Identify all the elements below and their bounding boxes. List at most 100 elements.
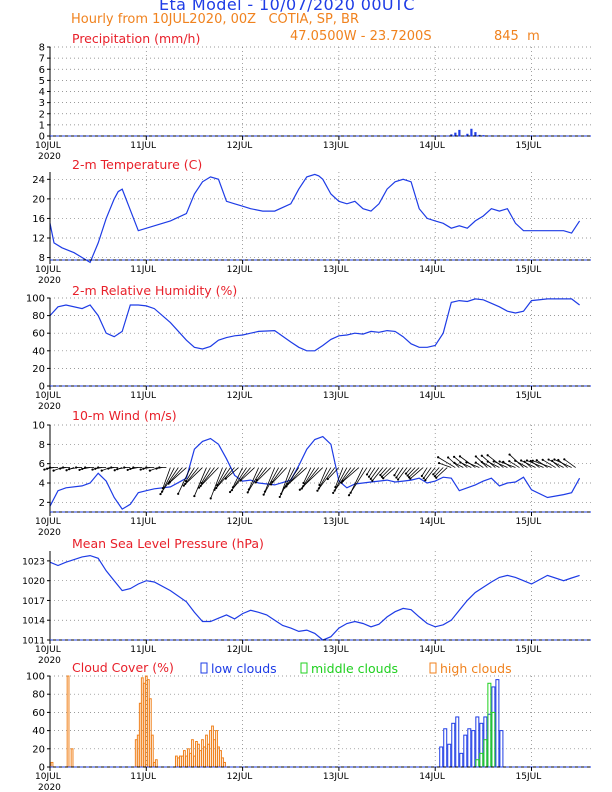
wind-barb-head xyxy=(209,497,212,500)
wind-barb-head xyxy=(129,467,132,471)
legend-label-high-clouds: high clouds xyxy=(440,661,512,676)
wind-barb xyxy=(341,467,360,483)
wind-barb xyxy=(185,467,195,482)
y-tick-label: 6 xyxy=(39,459,45,470)
wind-barb xyxy=(433,467,440,475)
x-tick-label: 10JUL xyxy=(35,265,61,275)
wind-barb xyxy=(255,467,271,483)
wind-barb xyxy=(397,467,408,480)
wind-barb-head xyxy=(145,466,148,469)
wind-barb xyxy=(410,467,424,479)
mslp-panel: 1011 1014 1017 1020 1023 10JUL 11JUL 12JUL 13JUL… xyxy=(22,536,591,666)
low-clouds-bar xyxy=(439,746,444,768)
wind-barb-head xyxy=(332,491,335,495)
wind-barb-head xyxy=(531,459,534,462)
wind-barb-head xyxy=(396,478,400,481)
wind-barb-head xyxy=(535,459,538,462)
y-tick-label: 2 xyxy=(39,498,45,509)
x-year-label: 2020 xyxy=(38,276,61,286)
wind-barb xyxy=(216,467,227,486)
wind-barb-head xyxy=(393,474,396,477)
wind-barb xyxy=(466,461,480,468)
legend-swatch-high-clouds xyxy=(429,662,437,674)
wind-barb xyxy=(168,467,187,484)
y-tick-label: 7 xyxy=(39,54,45,65)
wind-barb xyxy=(475,462,484,468)
wind-barb-head xyxy=(563,458,566,461)
x-tick-label: 12JUL xyxy=(227,772,253,782)
wind-barb xyxy=(198,467,219,488)
wind-barb xyxy=(564,458,576,468)
wind-barb xyxy=(327,467,340,480)
y-tick-label: 80 xyxy=(32,690,45,701)
wind-barb-head xyxy=(407,476,411,479)
y-tick-label: 60 xyxy=(32,329,45,340)
wind-barb xyxy=(437,456,456,468)
x-tick-label: 10JUL xyxy=(35,517,61,527)
wind-barb xyxy=(194,467,207,497)
wind-barb xyxy=(280,467,292,494)
wind-barb-head xyxy=(298,488,301,491)
x-tick-label: 15JUL xyxy=(516,772,542,782)
x-tick-label: 11JUL xyxy=(130,391,156,401)
y-tick-label: 24 xyxy=(32,175,45,186)
wind-barb-head xyxy=(508,453,511,456)
wind-barb xyxy=(435,467,448,479)
cloud-panel: 0 20 40 60 80 100 10JUL 11JUL 12JUL 13JUL 14JUL 15J… xyxy=(26,660,591,792)
wind-barb-head xyxy=(520,459,523,462)
x-tick-label: 10JUL xyxy=(35,391,61,401)
wind-barb-head xyxy=(177,492,180,495)
wind-barb xyxy=(487,454,504,468)
y-tick-label: 16 xyxy=(32,214,45,225)
y-tick-label: 0 xyxy=(39,763,45,774)
wind-barb xyxy=(532,460,552,468)
wind-barb-head xyxy=(278,495,281,499)
rh-title: 2-m Relative Humidity (%) xyxy=(72,283,237,298)
x-tick-label: 14JUL xyxy=(419,141,445,151)
wind-barb xyxy=(382,467,396,479)
low-clouds-bar xyxy=(471,730,476,768)
wind-barb-head xyxy=(541,458,544,461)
x-tick-label: 12JUL xyxy=(227,141,253,151)
wind-barb-head xyxy=(75,466,78,469)
wind-barb xyxy=(350,467,364,493)
wind-barb-head xyxy=(43,468,46,471)
wind-barb-head xyxy=(422,477,425,480)
wind-barb-head xyxy=(553,458,556,461)
wind-barb xyxy=(493,461,508,468)
x-tick-label: 12JUL xyxy=(227,517,253,527)
x-tick-label: 11JUL xyxy=(130,645,156,655)
wind-barb-head xyxy=(123,466,126,469)
wind-barb xyxy=(225,467,239,479)
y-tick-label: 1011 xyxy=(22,637,45,647)
y-tick-label: 5 xyxy=(39,76,45,87)
wind-barb xyxy=(438,462,452,468)
wind-barb xyxy=(271,467,284,483)
mslp-title: Mean Sea Level Pressure (hPa) xyxy=(72,536,264,551)
wind-barb-head xyxy=(113,469,116,472)
high-clouds-bar xyxy=(66,675,70,768)
x-year-label: 2020 xyxy=(38,528,61,538)
wind-barb xyxy=(396,467,404,478)
wind-barb xyxy=(256,467,267,481)
wind-barb xyxy=(459,456,476,468)
high-clouds-bar xyxy=(223,761,226,768)
run-subtitle: Hourly from 10JUL2020, 00Z COTIA, SP, BR xyxy=(71,12,360,27)
x-tick-label: 15JUL xyxy=(516,265,542,275)
wind-barb xyxy=(526,460,544,468)
mslp-series-line xyxy=(49,554,580,641)
wind-barb-head xyxy=(158,466,161,469)
wind-barb-head xyxy=(302,481,305,485)
wind-barb-head xyxy=(318,483,321,487)
wind-barb-head xyxy=(228,490,232,494)
cloud-title: Cloud Cover (%) xyxy=(72,660,174,675)
wind-barb xyxy=(319,467,328,486)
wind-barb-head xyxy=(480,460,483,464)
wind-barb-head xyxy=(213,488,216,491)
x-year-label: 2020 xyxy=(38,783,61,792)
x-tick-label: 11JUL xyxy=(130,265,156,275)
wind-barb xyxy=(481,461,492,468)
y-tick-label: 1017 xyxy=(22,597,45,607)
wind-barb xyxy=(520,460,536,468)
wind-barb-head xyxy=(369,477,372,480)
